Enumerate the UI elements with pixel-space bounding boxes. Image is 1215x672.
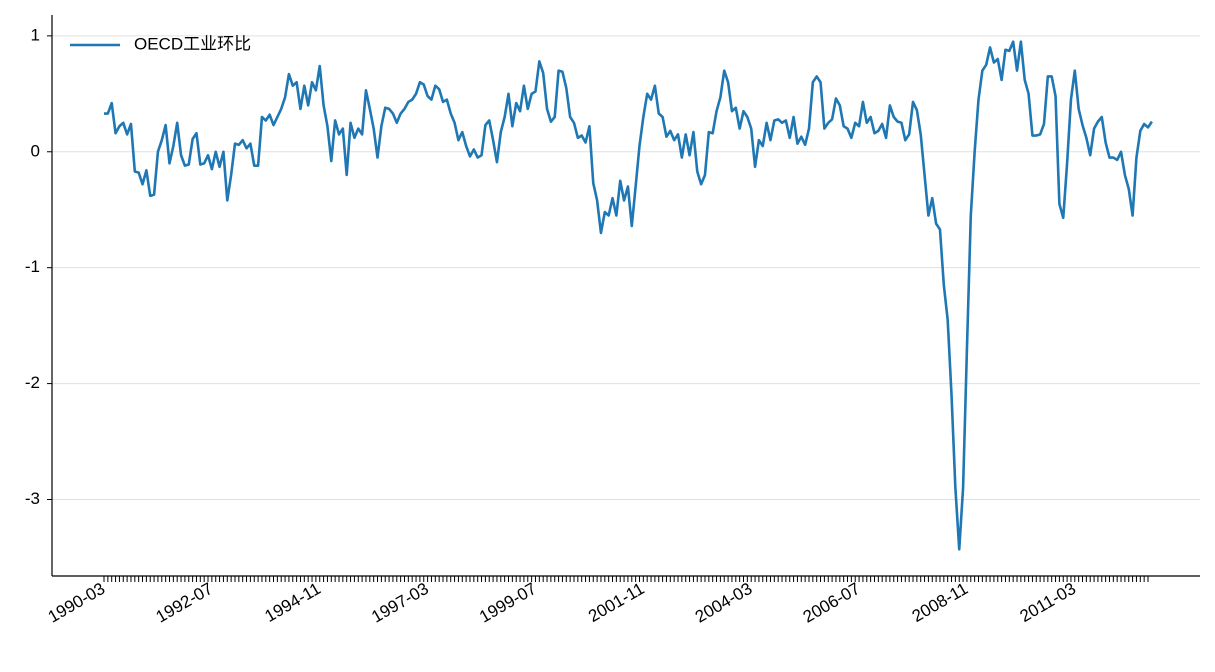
- x-tick-label: 2004-03: [692, 579, 756, 627]
- x-tick-label: 1997-03: [368, 579, 432, 627]
- x-tick-label: 1994-11: [262, 579, 324, 626]
- x-tick-label: 1990-03: [45, 579, 109, 627]
- line: [104, 40, 1153, 551]
- x-tick-label: 2006-07: [800, 579, 864, 627]
- y-tick-label: 0: [31, 141, 40, 160]
- x-tick-label: 2011-03: [1017, 579, 1079, 626]
- x-tick-label: 2001-11: [585, 579, 647, 626]
- legend-label: OECD工业环比: [134, 34, 251, 53]
- x-tick-label: 1992-07: [153, 579, 217, 627]
- y-tick-label: -3: [25, 489, 40, 508]
- x-tick-label: 2008-11: [909, 579, 971, 626]
- y-tick-label: 1: [31, 25, 40, 44]
- x-tick-label: 1999-07: [476, 579, 540, 627]
- y-tick-label: -1: [25, 257, 40, 276]
- y-tick-label: -2: [25, 373, 40, 392]
